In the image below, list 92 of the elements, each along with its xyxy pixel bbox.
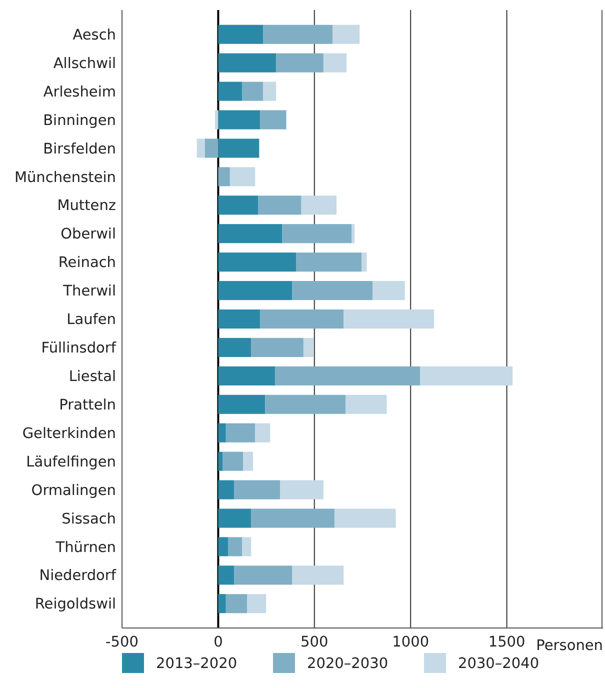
x-axis-title: Personen [536,638,603,654]
bar [362,252,367,272]
bar [263,82,276,101]
bar [323,53,347,72]
bar [218,366,276,386]
bar [242,82,264,101]
bar [260,110,286,130]
bar [251,508,335,528]
bar [230,167,256,186]
x-tick-label: -500 [106,634,138,650]
y-tick-label: Binningen [43,112,116,129]
y-tick-label: Füllinsdorf [41,340,117,357]
bar [218,508,252,528]
bar [255,423,270,442]
y-tick-label: Thürnen [54,540,116,556]
bar [292,566,344,585]
y-tick-label: Münchenstein [14,170,116,186]
bar [214,110,218,130]
bar [263,24,332,44]
y-tick-label: Laufen [66,312,116,328]
y-tick-label: Reinach [58,255,116,272]
bar [234,480,280,500]
bar [334,508,396,528]
bar [226,594,248,614]
y-tick-label: Gelterkinden [22,426,116,442]
y-tick-label: Oberwil [60,226,116,243]
bar [218,566,234,585]
legend-label: 2030–2040 [458,656,540,672]
bar [258,196,302,215]
bar [276,53,324,72]
bar [282,224,352,244]
bar [292,281,373,300]
bar [218,309,260,329]
bar [204,138,218,158]
y-tick-label: Birsfelden [43,141,116,158]
bar [218,423,226,442]
x-tick-label: 0 [214,634,223,650]
bar [332,24,360,44]
bar [218,252,296,272]
bar [265,394,346,414]
x-tick-label: 1500 [488,634,526,650]
bar [344,309,434,329]
bar [222,452,244,471]
bar [420,366,513,386]
bar [218,224,282,244]
y-tick-label: Allschwil [53,56,116,72]
bar [218,53,276,72]
y-tick-label: Arlesheim [43,84,116,100]
bar [352,224,355,244]
bar [218,82,242,101]
bar [218,281,292,300]
legend-label: 2013–2020 [156,656,238,672]
bar [218,452,223,471]
bar [218,480,234,500]
bar [234,566,292,585]
y-tick-label: Sissach [62,511,116,528]
bar [346,394,387,414]
bar [296,252,362,272]
bar [301,196,337,215]
bar [280,480,324,500]
bar [226,423,256,442]
bar [218,338,252,357]
y-tick-label: Therwil [62,284,116,300]
bar [218,594,226,614]
bar [251,338,304,357]
bar [218,24,264,44]
bar [218,110,260,130]
legend-label: 2020–2030 [307,656,388,672]
bar [242,537,252,556]
x-tick-label: 1000 [392,634,430,650]
bar [218,196,258,215]
bar [218,138,260,158]
y-tick-label: Aesch [72,27,116,44]
bar [303,338,314,357]
bar [196,138,205,158]
x-tick-label: 500 [300,634,328,650]
y-tick-label: Läufelfingen [26,454,116,470]
y-tick-label: Reigoldswil [34,596,116,613]
bar [218,537,228,556]
y-tick-label: Muttenz [57,198,116,214]
y-tick-label: Liestal [68,369,116,385]
bar [218,394,266,414]
y-tick-label: Niederdorf [39,568,117,584]
bar [243,452,254,471]
bar [247,594,266,614]
bar [372,281,405,300]
bar [260,309,344,329]
y-tick-label: Pratteln [59,397,116,414]
bar [228,537,242,556]
y-tick-label: Ormalingen [31,482,116,499]
bar [218,167,230,186]
bar [275,366,420,386]
